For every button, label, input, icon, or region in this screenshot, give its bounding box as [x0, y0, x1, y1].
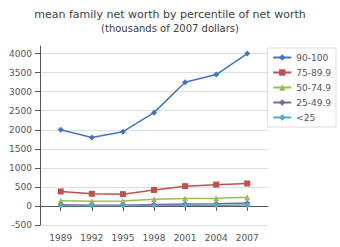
svg-text:90-100: 90-100 [296, 53, 328, 63]
svg-text:1500: 1500 [9, 144, 32, 154]
svg-text:mean family net worth by perce: mean family net worth by percentile of n… [34, 8, 305, 21]
svg-text:4000: 4000 [9, 49, 32, 59]
svg-text:2500: 2500 [9, 106, 32, 116]
svg-text:500: 500 [15, 182, 32, 192]
svg-text:2004: 2004 [205, 233, 228, 243]
svg-text:1995: 1995 [111, 233, 134, 243]
svg-text:<25: <25 [296, 113, 315, 123]
svg-text:1000: 1000 [9, 163, 32, 173]
svg-text:-500: -500 [12, 220, 33, 230]
svg-text:1992: 1992 [80, 233, 103, 243]
svg-text:(thousands of 2007 dollars): (thousands of 2007 dollars) [101, 23, 239, 34]
svg-text:25-49.9: 25-49.9 [296, 98, 331, 108]
svg-text:75-89.9: 75-89.9 [296, 68, 331, 78]
svg-text:50-74.9: 50-74.9 [296, 83, 331, 93]
svg-text:1998: 1998 [143, 233, 166, 243]
svg-text:2007: 2007 [236, 233, 259, 243]
svg-text:2000: 2000 [9, 125, 32, 135]
svg-text:2001: 2001 [174, 233, 197, 243]
svg-text:0: 0 [26, 201, 32, 211]
svg-text:3000: 3000 [9, 87, 32, 97]
svg-text:3500: 3500 [9, 68, 32, 78]
svg-text:1989: 1989 [49, 233, 72, 243]
